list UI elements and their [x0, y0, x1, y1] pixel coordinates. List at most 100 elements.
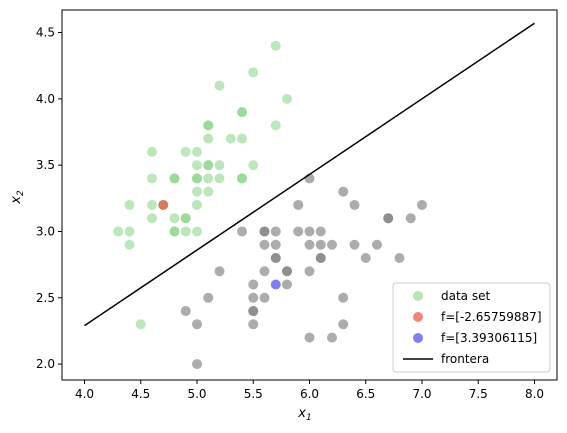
data-point-class-a — [214, 160, 225, 171]
data-point-class-a — [282, 93, 292, 104]
data-point-class-b — [203, 292, 214, 303]
data-point-class-a — [192, 199, 202, 210]
data-point-class-a — [169, 213, 180, 224]
y-axis-label: x2 — [9, 190, 26, 205]
data-point-class-b — [248, 292, 259, 303]
y-tick-label: 4.5 — [36, 26, 55, 40]
data-point-class-a — [147, 173, 157, 184]
boundary-line — [84, 22, 535, 327]
data-point-class-a — [237, 133, 247, 144]
data-point-class-a — [203, 160, 214, 171]
data-point-class-b — [282, 266, 292, 277]
data-point-class-b — [405, 213, 416, 224]
data-point-class-b — [293, 226, 304, 237]
data-point-class-a — [214, 173, 225, 184]
data-point-class-b — [304, 239, 315, 250]
y-tick-label: 4.0 — [36, 92, 55, 106]
legend-marker-data-set — [413, 291, 423, 301]
data-point-class-b — [282, 279, 292, 290]
x-axis-label: x1 — [297, 406, 311, 423]
points-layer — [113, 40, 427, 370]
data-point-class-a — [192, 146, 202, 157]
data-point-class-b — [248, 306, 259, 317]
data-point-class-b — [192, 359, 202, 370]
y-axis-ticks: 2.0 2.5 3.0 3.5 4.0 4.5 — [36, 26, 62, 371]
x-tick-label: 6.0 — [300, 387, 319, 401]
legend: data set f=[-2.65759887] f=[3.39306115] … — [392, 282, 551, 373]
data-point-class-b — [394, 252, 405, 263]
legend-label-data-set: data set — [441, 289, 490, 303]
data-point-class-b — [349, 199, 360, 210]
data-point-class-b — [349, 239, 360, 250]
data-point-class-a — [192, 173, 202, 184]
data-point-class-a — [248, 67, 259, 78]
data-point-class-b — [315, 239, 326, 250]
data-point-class-b — [259, 266, 270, 277]
data-point-class-b — [338, 186, 349, 197]
data-point-class-a — [214, 80, 225, 91]
data-point-class-b — [248, 279, 259, 290]
data-point-class-a — [192, 160, 202, 171]
data-point-class-b — [327, 332, 337, 343]
data-point-class-a — [169, 173, 180, 184]
data-point-class-b — [315, 252, 326, 263]
data-point-class-b — [338, 319, 349, 330]
y-axis-label-subscript: 2 — [16, 190, 26, 196]
data-point-class-a — [124, 239, 135, 250]
data-point-class-b — [259, 226, 270, 237]
data-point-class-a — [225, 133, 236, 144]
x-tick-label: 8.0 — [525, 387, 544, 401]
legend-label-red-point: f=[-2.65759887] — [441, 310, 542, 324]
data-point-class-a — [147, 213, 157, 224]
data-point-class-a — [124, 199, 135, 210]
x-tick-label: 5.5 — [244, 387, 263, 401]
data-point-class-a — [203, 120, 214, 131]
data-point-class-a — [135, 319, 146, 330]
y-tick-label: 2.0 — [36, 357, 55, 371]
data-point-class-b — [383, 213, 394, 224]
data-point-class-a — [203, 186, 214, 197]
boundary-line-layer — [84, 22, 535, 327]
highlight-point-blue — [270, 279, 281, 290]
data-point-class-a — [203, 173, 214, 184]
x-tick-label: 4.0 — [75, 387, 94, 401]
data-point-class-a — [192, 186, 202, 197]
data-point-class-b — [259, 239, 270, 250]
x-tick-label: 6.5 — [356, 387, 375, 401]
x-axis-label-subscript: 1 — [306, 413, 312, 423]
legend-box — [392, 282, 551, 373]
data-point-class-a — [270, 40, 281, 51]
data-point-class-a — [180, 146, 191, 157]
legend-label-blue-point: f=[3.39306115] — [441, 331, 537, 345]
data-point-class-b — [372, 239, 382, 250]
data-point-class-a — [192, 226, 202, 237]
data-point-class-a — [237, 173, 247, 184]
data-point-class-b — [315, 226, 326, 237]
data-point-class-b — [304, 332, 315, 343]
legend-marker-blue-point — [413, 333, 423, 343]
data-point-class-b — [270, 226, 281, 237]
data-point-class-b — [304, 226, 315, 237]
y-tick-label: 3.5 — [36, 158, 55, 172]
data-point-class-b — [304, 266, 315, 277]
y-tick-label: 2.5 — [36, 291, 55, 305]
data-point-class-b — [214, 266, 225, 277]
data-point-class-a — [113, 226, 124, 237]
x-tick-label: 7.5 — [469, 387, 488, 401]
data-point-class-a — [147, 199, 157, 210]
legend-marker-red-point — [413, 312, 423, 322]
data-point-class-a — [248, 160, 259, 171]
data-point-class-b — [259, 292, 270, 303]
data-point-class-a — [147, 146, 157, 157]
data-point-class-a — [203, 133, 214, 144]
data-point-class-a — [270, 120, 281, 131]
data-point-class-a — [180, 226, 191, 237]
y-tick-label: 3.0 — [36, 224, 55, 238]
data-point-class-b — [338, 292, 349, 303]
data-point-class-b — [293, 199, 304, 210]
data-point-class-b — [248, 319, 259, 330]
data-point-class-b — [270, 252, 281, 263]
data-point-class-b — [237, 226, 247, 237]
